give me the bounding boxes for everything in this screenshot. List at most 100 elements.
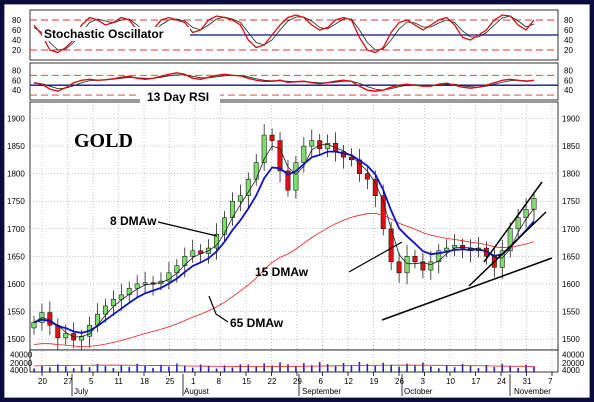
rsi-line (33, 72, 535, 92)
volume-tick-label-left: 4000 (10, 366, 28, 375)
x-tick-label: 19 (370, 377, 379, 386)
candle-down (396, 261, 402, 274)
price-tick-label-left: 1600 (7, 280, 25, 289)
price-tick-label-left: 1700 (7, 225, 25, 234)
stochastic-tick-label-left: 80 (12, 16, 21, 25)
price-tick-label-right: 1800 (562, 170, 580, 179)
candle-up (507, 228, 513, 252)
stochastic-tick-label-left: 40 (12, 36, 21, 45)
volume-tick-label-left: 40000 (10, 350, 33, 359)
candle-up (237, 195, 243, 202)
stochastic-label-bg (42, 27, 190, 41)
x-tick-label: 31 (523, 377, 532, 386)
x-tick-label: 26 (395, 377, 404, 386)
candle-down (47, 312, 53, 326)
month-label-july: July (74, 387, 88, 396)
ma-8-leader (157, 221, 218, 237)
x-tick-label: 1 (191, 377, 196, 386)
candle-up (261, 134, 267, 163)
x-tick-label: 5 (89, 377, 94, 386)
month-label-september: September (302, 387, 341, 396)
candle-up (102, 305, 108, 315)
x-tick-label: 6 (319, 377, 324, 386)
price-tick-label-right: 1750 (562, 197, 580, 206)
candle-up (110, 299, 116, 307)
price-tick-label-left: 1500 (7, 335, 25, 344)
ma-15-leader (348, 241, 403, 273)
stochastic-tick-label-left: 60 (12, 26, 21, 35)
ma-65-line (33, 212, 535, 348)
candle-up (515, 217, 521, 230)
gold-chart: 20 27 5 11 18 25 1 8 15 22 29 6 12 19 26 3 10 17 24 31 71500… (4, 4, 590, 398)
x-tick-label: 22 (268, 377, 277, 386)
candle-up (436, 250, 442, 263)
rsi-tick-label-right: 40 (564, 86, 573, 95)
candle-up (404, 256, 410, 274)
x-tick-label: 12 (344, 377, 353, 386)
price-tick-label-left: 1900 (7, 115, 25, 124)
x-tick-label: 29 (293, 377, 302, 386)
price-tick-label-right: 1900 (562, 115, 580, 124)
rsi-tick-label-right: 60 (564, 76, 573, 85)
price-panel (29, 101, 559, 351)
stochastic-label: Stochastic Oscillator (44, 27, 164, 41)
candle-up (222, 217, 227, 235)
x-tick-label: 11 (115, 377, 124, 386)
candle-up (301, 145, 307, 163)
rsi-tick-label-left: 40 (12, 86, 21, 95)
candle-up (428, 261, 434, 271)
price-tick-label-right: 1700 (562, 225, 580, 234)
x-tick-label: 7 (548, 377, 553, 386)
price-tick-label-left: 1750 (7, 197, 25, 206)
candle-up (118, 294, 124, 300)
volume-average-line (33, 364, 535, 367)
x-tick-label: 3 (421, 377, 426, 386)
candle-up (253, 162, 259, 180)
trendline-lower (381, 257, 553, 321)
candle-down (269, 134, 275, 141)
ma-65-leader (208, 295, 229, 323)
rsi-label-bg (140, 90, 220, 103)
candle-up (293, 162, 299, 191)
x-tick-label: 24 (497, 377, 506, 386)
rsi-tick-label-left: 60 (12, 76, 21, 85)
candle-up (63, 333, 69, 339)
candle-up (142, 282, 148, 285)
price-tick-label-left: 1550 (7, 307, 25, 316)
price-tick-label-left: 1650 (7, 252, 25, 261)
candle-up (325, 143, 331, 150)
month-label-august: August (184, 387, 210, 396)
candle-up (166, 272, 172, 282)
stochastic-tick-label-right: 60 (564, 26, 573, 35)
x-tick-label: 8 (217, 377, 222, 386)
volume-panel (29, 349, 559, 373)
chart-title: GOLD (74, 130, 133, 152)
price-tick-label-right: 1850 (562, 142, 580, 151)
candle-down (412, 256, 418, 263)
volume-tick-label-left: 20000 (10, 359, 33, 368)
rsi-tick-label-left: 80 (12, 66, 21, 75)
stochastic-tick-label-left: 20 (12, 46, 21, 55)
candle-up (444, 247, 450, 252)
rsi-tick-label-right: 80 (564, 66, 573, 75)
x-tick-label: 10 (446, 377, 455, 386)
candle-down (380, 195, 386, 230)
price-tick-label-right: 1550 (562, 307, 580, 316)
candle-up (245, 178, 251, 196)
ma-label-15: 15 DMAw (255, 265, 309, 279)
volume-tick-label-right: 40000 (562, 350, 585, 359)
x-tick-label: 15 (242, 377, 251, 386)
x-tick-label: 25 (166, 377, 175, 386)
price-tick-label-left: 1800 (7, 170, 25, 179)
candle-down (372, 178, 378, 196)
candle-down (277, 140, 283, 172)
price-tick-label-right: 1500 (562, 335, 580, 344)
x-tick-label: 18 (140, 377, 149, 386)
trendline-middle (468, 211, 547, 287)
candle-up (134, 283, 140, 289)
stochastic-tick-label-right: 40 (564, 36, 573, 45)
candle-down (420, 261, 426, 271)
candle-down (460, 245, 466, 249)
candle-up (190, 250, 196, 257)
